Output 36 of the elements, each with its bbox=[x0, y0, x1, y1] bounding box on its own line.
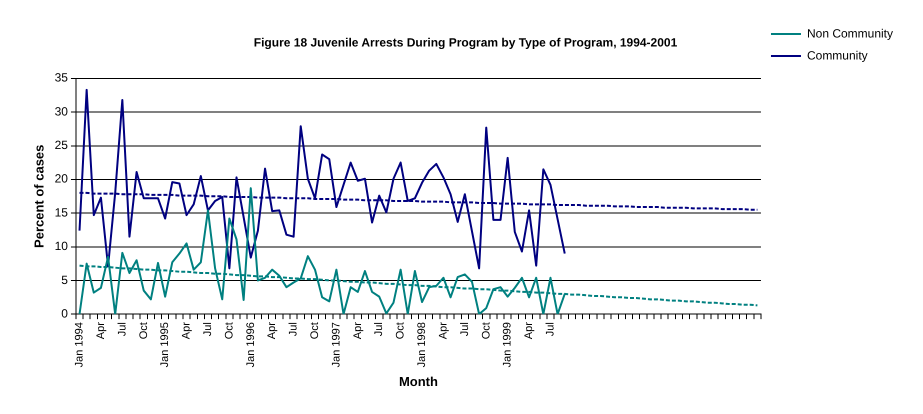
x-tick-label: Oct bbox=[223, 322, 236, 340]
y-tick-label: 0 bbox=[61, 306, 68, 320]
y-tick-label: 35 bbox=[54, 70, 68, 85]
legend-label: Non Community bbox=[806, 26, 894, 40]
x-tick-label: Oct bbox=[138, 322, 150, 340]
y-tick-label: 30 bbox=[54, 104, 68, 118]
y-axis-title: Percent of cases bbox=[31, 144, 46, 248]
x-tick-label: Jul bbox=[373, 322, 386, 336]
x-tick-label: Apr bbox=[437, 322, 450, 340]
x-tick-label: Jul bbox=[544, 322, 556, 336]
chart-title: Figure 18 Juvenile Arrests During Program by Type of Program, 1994-2001 bbox=[254, 36, 678, 50]
y-tick-label: 25 bbox=[54, 138, 68, 152]
y-tick-label: 15 bbox=[54, 205, 68, 220]
x-tick-label: Jan 1997 bbox=[330, 322, 342, 368]
x-tick-label: Oct bbox=[309, 322, 322, 340]
x-tick-label: Jul bbox=[202, 322, 214, 336]
x-tick-label: Jul bbox=[458, 322, 471, 336]
x-axis-title: Month bbox=[398, 374, 438, 389]
legend-label: Community bbox=[806, 48, 868, 62]
x-tick-label: Jan 1999 bbox=[502, 322, 514, 368]
x-tick-label: Oct bbox=[480, 322, 492, 340]
x-tick-label: Apr bbox=[94, 322, 107, 340]
x-tick-label: Apr bbox=[352, 322, 364, 340]
x-tick-label: Apr bbox=[266, 322, 278, 340]
x-tick-label: Jan 1994 bbox=[74, 322, 86, 368]
x-tick-label: Jul bbox=[116, 322, 128, 336]
x-tick-label: Jan 1995 bbox=[159, 322, 172, 368]
x-tick-label: Oct bbox=[394, 322, 407, 340]
x-tick-label: Jul bbox=[288, 322, 300, 336]
x-tick-label: Apr bbox=[523, 322, 536, 340]
x-tick-label: Jan 1998 bbox=[416, 322, 428, 368]
y-tick-label: 5 bbox=[61, 272, 68, 287]
y-tick-label: 20 bbox=[54, 172, 68, 186]
x-tick-label: Apr bbox=[180, 322, 193, 340]
y-tick-label: 10 bbox=[54, 239, 68, 254]
x-tick-label: Jan 1996 bbox=[244, 322, 257, 368]
